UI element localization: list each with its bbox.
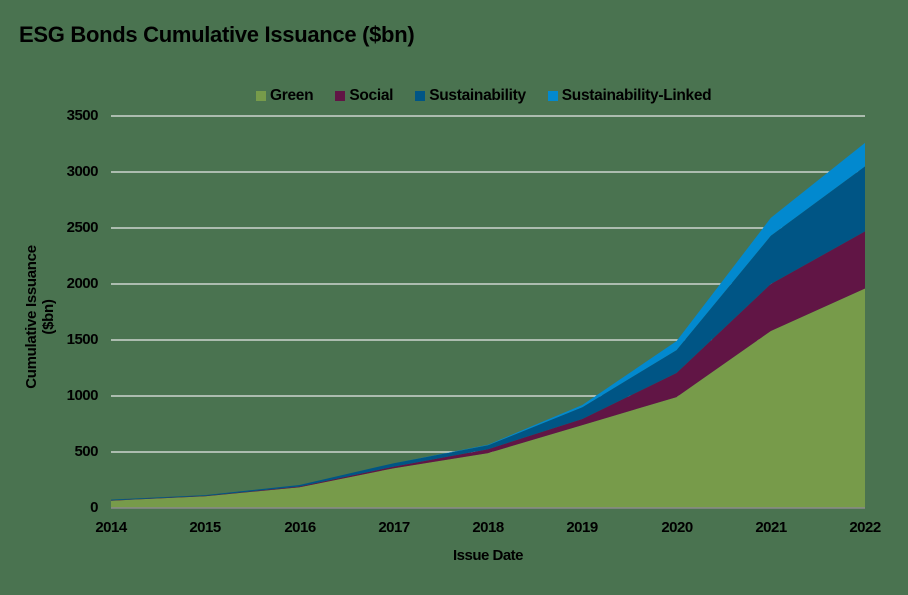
stacked-areas bbox=[111, 142, 865, 508]
x-tick: 2020 bbox=[661, 519, 693, 536]
legend-swatch-sustainability-linked bbox=[547, 91, 558, 101]
x-tick: 2018 bbox=[472, 519, 504, 536]
legend-item-sustainability-linked: Sustainability-Linked bbox=[547, 87, 712, 105]
x-tick: 2015 bbox=[189, 519, 221, 536]
y-tick: 3500 bbox=[66, 107, 99, 124]
legend-swatch-green bbox=[256, 91, 266, 101]
y-tick: 0 bbox=[90, 499, 98, 516]
legend-label: Sustainability bbox=[429, 87, 526, 104]
legend-label: Social bbox=[349, 87, 394, 104]
x-axis-label: Issue Date bbox=[452, 547, 524, 564]
y-axis-label: Cumulative Issuance ($bn) bbox=[23, 245, 57, 389]
x-tick: 2019 bbox=[566, 519, 598, 536]
y-tick: 2000 bbox=[66, 275, 99, 292]
area-green bbox=[111, 288, 865, 508]
y-tick: 1000 bbox=[66, 387, 99, 404]
chart-title: ESG Bonds Cumulative Issuance ($bn) bbox=[19, 22, 415, 47]
x-tick: 2016 bbox=[284, 519, 316, 536]
x-tick: 2021 bbox=[755, 519, 787, 536]
legend-label: Green bbox=[270, 87, 314, 104]
y-tick: 3000 bbox=[66, 163, 99, 180]
y-tick: 500 bbox=[74, 443, 98, 460]
x-tick: 2022 bbox=[849, 519, 881, 536]
area-social bbox=[111, 231, 865, 501]
legend: Green Social Sustainability Sustainabili… bbox=[256, 87, 712, 105]
y-tick: 1500 bbox=[66, 331, 99, 348]
x-tick: 2017 bbox=[378, 519, 410, 536]
x-tick: 2014 bbox=[95, 519, 127, 536]
legend-swatch-sustainability bbox=[415, 91, 426, 101]
legend-item-social: Social bbox=[335, 87, 393, 105]
legend-swatch-social bbox=[335, 91, 346, 101]
y-tick: 2500 bbox=[66, 219, 99, 236]
area-sustainability bbox=[111, 166, 865, 501]
legend-item-sustainability: Sustainability bbox=[415, 87, 526, 105]
legend-item-green: Green bbox=[256, 87, 314, 105]
legend-label: Sustainability-Linked bbox=[561, 87, 712, 104]
